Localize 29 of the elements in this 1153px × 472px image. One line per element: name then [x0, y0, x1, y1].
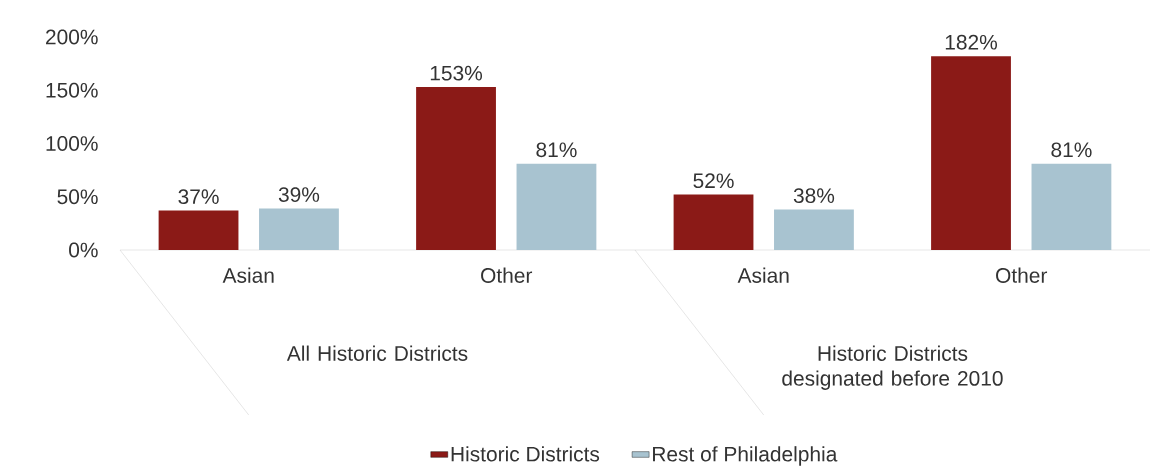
bar — [1031, 163, 1112, 250]
bar — [673, 194, 754, 250]
bar — [259, 208, 339, 250]
data-label: 81% — [1051, 142, 1092, 158]
bar — [516, 163, 597, 250]
bar — [158, 210, 239, 250]
data-label: 39% — [278, 187, 320, 202]
x-tick-label: Asian — [737, 267, 789, 283]
data-label: 38% — [793, 188, 835, 204]
x-tick-label: Other — [996, 267, 1048, 283]
y-tick-label: 100% — [46, 136, 98, 151]
data-label: 182% — [945, 34, 998, 50]
text: Historic Districts designated before 2010 — [782, 345, 1003, 390]
data-label: 37% — [178, 189, 219, 205]
x-tick-label: Asian — [222, 267, 274, 283]
y-tick-label: 0% — [69, 242, 98, 258]
data-label: 81% — [536, 142, 577, 158]
x-tick-label: Other — [481, 267, 533, 283]
bar — [774, 209, 854, 250]
data-label: 52% — [693, 173, 734, 189]
text: All Historic Districts — [286, 345, 468, 361]
bar — [931, 56, 1011, 250]
bar — [416, 87, 496, 250]
y-tick-label: 150% — [46, 82, 98, 98]
y-tick-label: 200% — [46, 29, 98, 45]
legend-label: Rest of Philadelphia — [653, 446, 838, 466]
data-label: 153% — [430, 65, 483, 81]
y-tick-label: 50% — [57, 189, 98, 205]
legend-label: Historic Districts — [451, 446, 600, 462]
